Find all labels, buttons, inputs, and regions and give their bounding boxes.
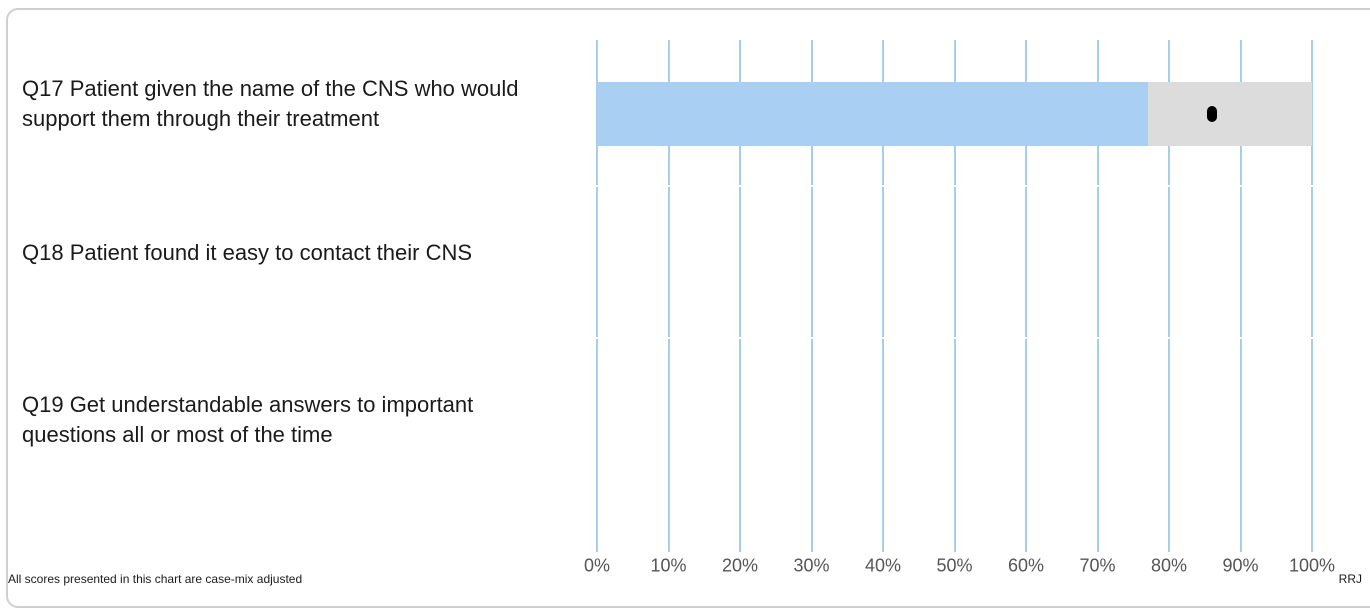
- gridline: [1239, 40, 1242, 552]
- x-tick-label: 70%: [1079, 555, 1116, 576]
- gridline: [810, 40, 813, 552]
- x-tick-label: 50%: [936, 555, 973, 576]
- gridline: [882, 40, 884, 552]
- gridline: [1168, 40, 1170, 552]
- x-tick-label: 60%: [1007, 555, 1045, 576]
- remainder-bar: [1147, 82, 1312, 146]
- x-tick-label: 80%: [1150, 555, 1188, 576]
- gridline: [1096, 40, 1099, 552]
- x-tick-label: 0%: [583, 555, 611, 576]
- gridline: [953, 40, 956, 552]
- score-marker: [1206, 106, 1217, 122]
- row-separator: [560, 337, 1360, 339]
- gridline: [596, 40, 598, 552]
- question-q17-label: Q17 Patient given the name of the CNS wh…: [22, 76, 519, 131]
- row-separator: [560, 185, 1360, 187]
- score-bar: [597, 82, 1148, 146]
- trust-code: RRJ: [1338, 572, 1362, 586]
- gridline: [1311, 40, 1313, 552]
- x-tick-label: 90%: [1222, 555, 1259, 576]
- gridline: [1025, 40, 1027, 552]
- x-tick-label: 100%: [1288, 555, 1336, 576]
- footnote: All scores presented in this chart are c…: [8, 572, 303, 586]
- question-q19-label: Q19 Get understandable answers to import…: [22, 392, 474, 447]
- x-tick-label: 20%: [721, 555, 759, 576]
- question-q18-label: Q18 Patient found it easy to contact the…: [22, 240, 473, 265]
- x-tick-label: 40%: [864, 555, 902, 576]
- x-tick-label: 30%: [793, 555, 830, 576]
- gridline: [739, 40, 741, 552]
- gridline: [667, 40, 670, 552]
- x-tick-label: 10%: [650, 555, 687, 576]
